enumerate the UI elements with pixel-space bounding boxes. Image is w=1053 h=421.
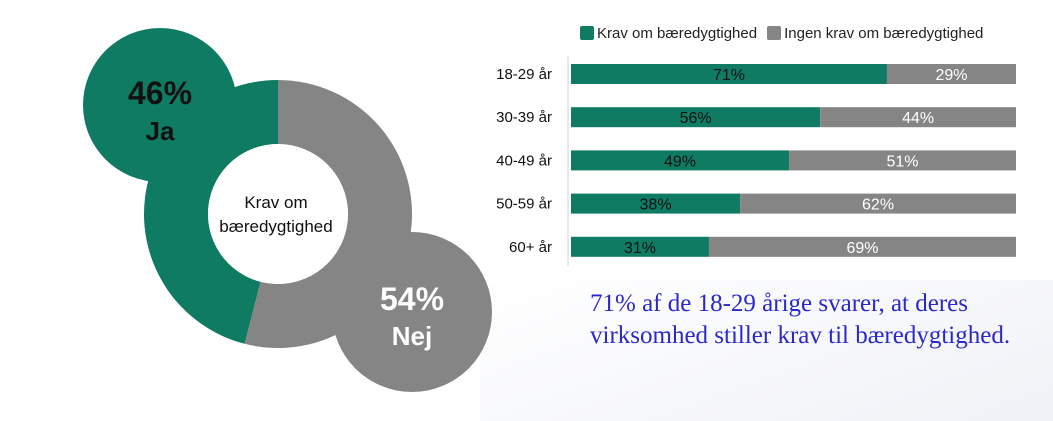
bar-data-label: 71% xyxy=(713,67,745,84)
bar-data-label: 31% xyxy=(624,240,656,257)
bar-data-label: 29% xyxy=(935,67,967,84)
donut-center-line1: Krav om xyxy=(244,193,307,212)
bar-data-label: 62% xyxy=(862,197,894,214)
bar-segment-krav xyxy=(571,150,790,171)
bar-segment-ingen xyxy=(789,150,1016,171)
background-fade xyxy=(480,280,1053,421)
y-tick-label: 50-59 år xyxy=(496,196,552,213)
legend-label-krav: Krav om bæredygtighed xyxy=(597,24,758,42)
bar-segment-krav xyxy=(571,107,821,128)
legend-item-krav: Krav om bæredygtighed xyxy=(580,25,757,42)
y-tick-label: 40-49 år xyxy=(496,152,552,169)
nej-label: Nej xyxy=(392,321,432,351)
callout-text: 71% af de 18-29 årige svarer, at deres v… xyxy=(590,290,1011,349)
bar-segment-krav xyxy=(571,236,709,257)
legend-swatch-ingen xyxy=(767,26,782,40)
y-tick-label: 30-39 år xyxy=(496,109,552,126)
donut-center-line2: bæredygtighed xyxy=(219,217,332,236)
y-tick-label: 60+ år xyxy=(509,239,552,256)
bar-segment-ingen xyxy=(708,236,1016,257)
bar-data-label: 56% xyxy=(680,110,712,127)
donut-center-hole xyxy=(208,144,348,284)
bubble-nej xyxy=(332,232,492,392)
bar-data-label: 49% xyxy=(664,153,696,170)
legend-swatch-krav xyxy=(580,26,594,40)
bar-data-label: 51% xyxy=(887,153,919,170)
bar-data-label: 38% xyxy=(640,197,672,214)
bar-segment-ingen xyxy=(820,107,1016,128)
nej-percent: 54% xyxy=(380,281,444,317)
bar-segment-krav xyxy=(571,193,741,214)
y-tick-label: 18-29 år xyxy=(496,66,552,83)
bar-data-label: 44% xyxy=(902,110,934,127)
chart-legend: Krav om bæredygtighed Ingen krav om bære… xyxy=(580,22,983,44)
bar-segment-ingen xyxy=(740,193,1016,214)
bar-data-label: 69% xyxy=(846,240,878,257)
bubble-ja xyxy=(83,28,237,182)
legend-item-ingen: Ingen krav om bæredygtighed xyxy=(767,25,983,42)
ja-percent: 46% xyxy=(128,75,192,111)
donut-chart: 46% Ja 54% Nej Krav om bæredygtighed xyxy=(83,28,492,392)
bar-segment-krav xyxy=(571,64,887,84)
ja-label: Ja xyxy=(146,116,175,146)
bar-segment-ingen xyxy=(886,64,1016,84)
legend-label-ingen: Ingen krav om bæredygtighed xyxy=(784,24,984,42)
